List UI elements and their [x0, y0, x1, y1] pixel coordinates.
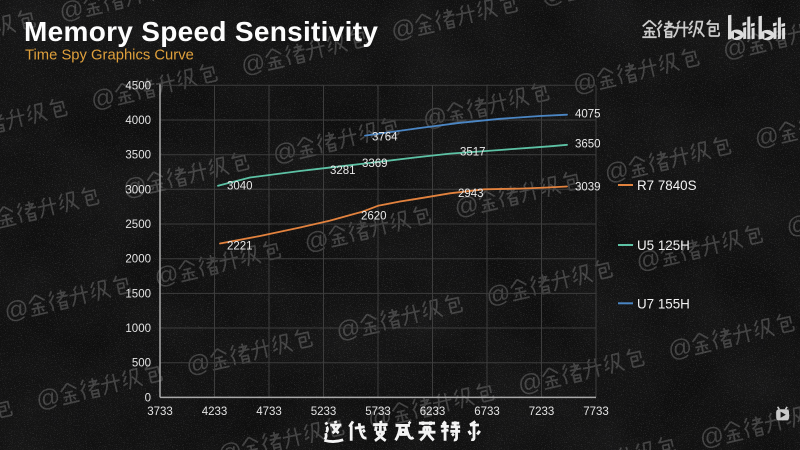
svg-text:3764: 3764: [372, 132, 398, 144]
svg-text:2000: 2000: [125, 254, 151, 266]
svg-text:6233: 6233: [420, 406, 446, 418]
svg-text:4733: 4733: [256, 406, 282, 418]
svg-text:3650: 3650: [575, 139, 601, 151]
svg-text:3369: 3369: [362, 158, 388, 170]
svg-text:Time Spy Graphics Curve: Time Spy Graphics Curve: [25, 48, 194, 64]
svg-text:7233: 7233: [529, 406, 555, 418]
svg-text:4075: 4075: [575, 109, 601, 121]
svg-text:3517: 3517: [460, 147, 486, 159]
svg-text:3039: 3039: [575, 182, 601, 194]
svg-text:3000: 3000: [125, 184, 151, 196]
svg-text:U7 155H: U7 155H: [637, 296, 690, 311]
svg-text:500: 500: [132, 358, 151, 370]
svg-text:4233: 4233: [202, 406, 228, 418]
svg-text:3281: 3281: [330, 165, 356, 177]
svg-text:2221: 2221: [227, 241, 253, 253]
svg-text:6733: 6733: [474, 406, 500, 418]
svg-text:7733: 7733: [583, 406, 609, 418]
svg-text:Memory Speed Sensitivity: Memory Speed Sensitivity: [24, 16, 378, 47]
svg-text:2500: 2500: [125, 219, 151, 231]
svg-text:3500: 3500: [125, 150, 151, 162]
svg-text:U5 125H: U5 125H: [637, 238, 690, 253]
svg-text:R7 7840S: R7 7840S: [637, 178, 697, 193]
svg-text:5233: 5233: [311, 406, 337, 418]
svg-text:4500: 4500: [125, 80, 151, 92]
svg-text:1000: 1000: [125, 323, 151, 335]
svg-text:2943: 2943: [458, 188, 484, 200]
svg-text:3040: 3040: [227, 181, 253, 193]
svg-text:5733: 5733: [365, 406, 391, 418]
svg-text:4000: 4000: [125, 115, 151, 127]
svg-text:3733: 3733: [147, 406, 173, 418]
svg-text:2620: 2620: [361, 211, 387, 223]
svg-text:1500: 1500: [125, 288, 151, 300]
svg-text:0: 0: [145, 392, 151, 404]
